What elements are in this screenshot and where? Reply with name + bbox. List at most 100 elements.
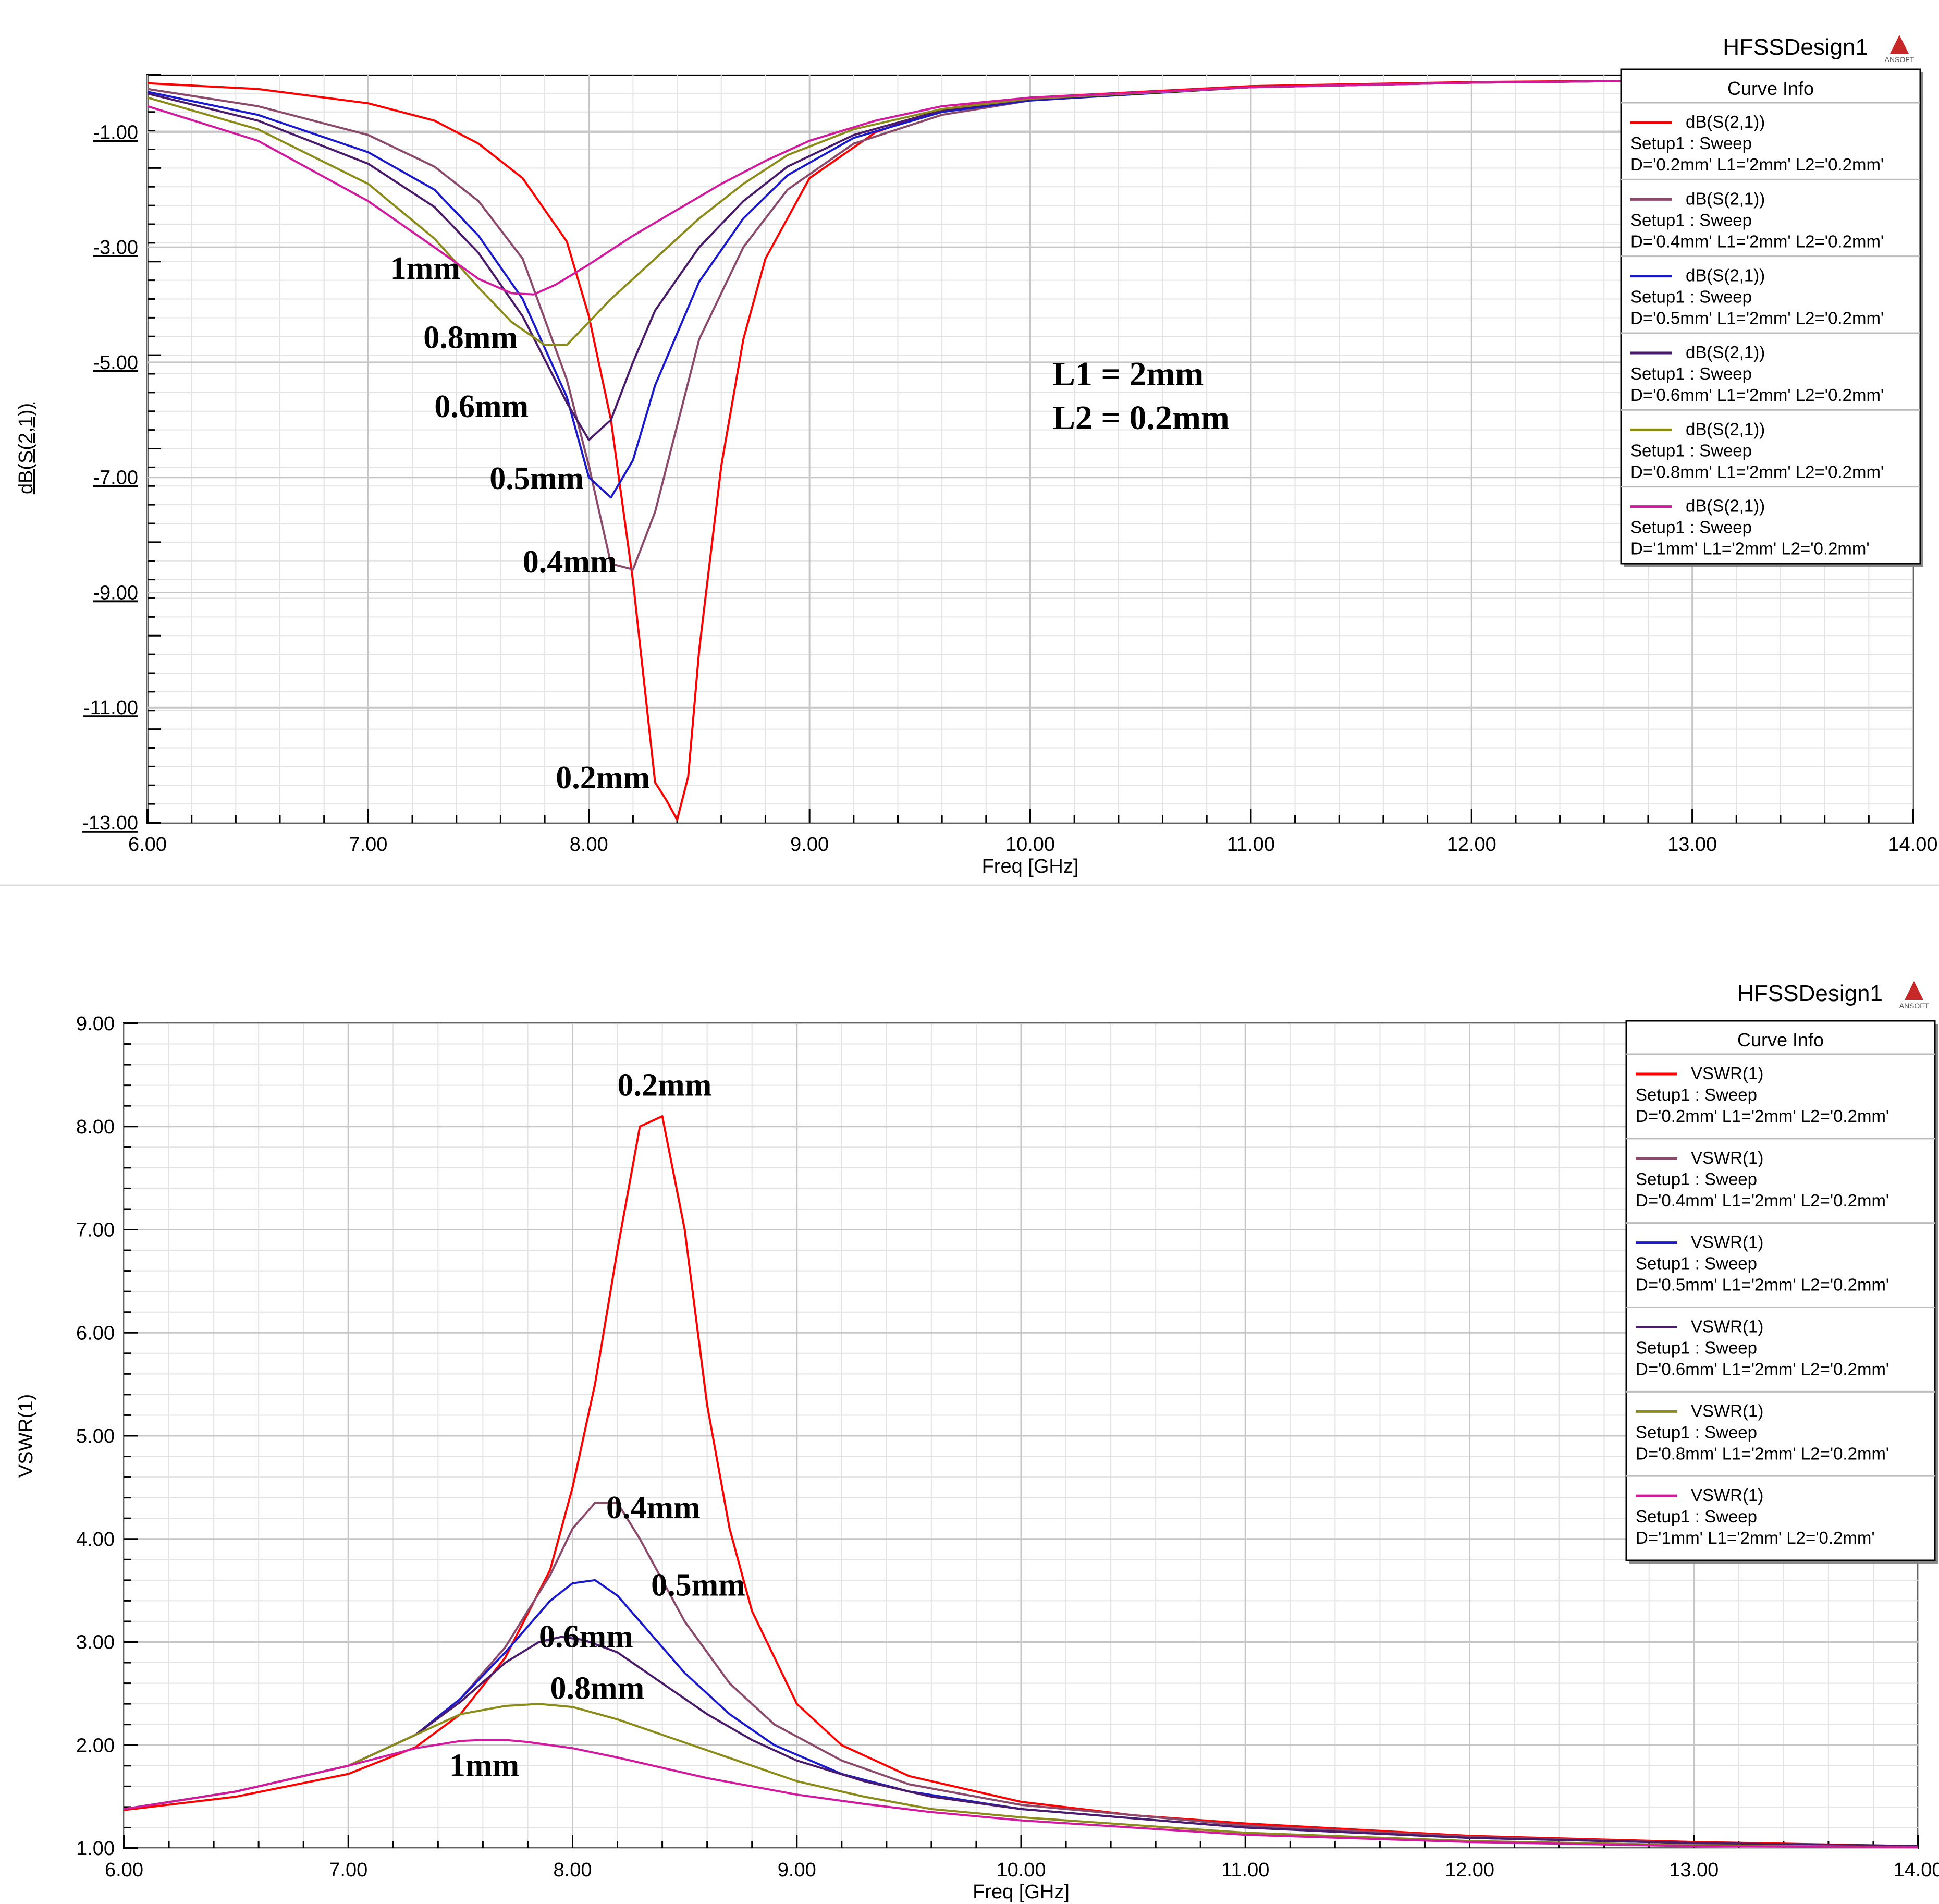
logo-triangle (1890, 35, 1909, 54)
legend-setup: Setup1 : Sweep (1636, 1254, 1757, 1273)
legend-entry: VSWR(1) Setup1 : Sweep D='0.8mm' L1='2mm' … (1626, 1401, 1935, 1477)
legend-series-name: VSWR(1) (1691, 1485, 1763, 1505)
x-tick-label: 12.00 (1447, 834, 1496, 856)
legend-series-name: VSWR(1) (1691, 1401, 1763, 1420)
logo-triangle (1905, 981, 1923, 1000)
legend-series-name: dB(S(2,1)) (1686, 419, 1765, 438)
y-tick-label: 7.00 (76, 1219, 115, 1241)
legend-params: D='1mm' L1='2mm' L2='0.2mm' (1630, 539, 1870, 558)
legend-setup: Setup1 : Sweep (1636, 1338, 1757, 1358)
legend-series-name: VSWR(1) (1691, 1232, 1763, 1252)
curves (147, 78, 1913, 821)
x-tick-label: 14.00 (1888, 834, 1937, 856)
curve-label: 0.4mm (606, 1490, 701, 1525)
x-tick-label: 12.00 (1445, 1859, 1494, 1881)
curve-label: 0.8mm (423, 320, 518, 355)
x-tick-label: 7.00 (329, 1859, 367, 1881)
legend-series-name: dB(S(2,1)) (1686, 266, 1765, 285)
legend-setup: Setup1 : Sweep (1630, 210, 1752, 229)
curve-label: 0.6mm (434, 389, 529, 424)
curve-label: 0.4mm (523, 544, 617, 580)
x-axis-label: Freq [GHz] (982, 856, 1079, 877)
legend-params: D='1mm' L1='2mm' L2='0.2mm' (1636, 1528, 1875, 1547)
ansoft-logo-icon: ANSOFT (1899, 981, 1929, 1010)
legend-series-name: dB(S(2,1)) (1686, 112, 1765, 131)
y-tick-label: -13.00 (82, 812, 138, 834)
legend-setup: Setup1 : Sweep (1630, 133, 1752, 153)
curve-label: 1mm (449, 1748, 519, 1784)
legend-setup: Setup1 : Sweep (1636, 1422, 1757, 1442)
legend-entry: VSWR(1) Setup1 : Sweep D='1mm' L1='2mm' L2… (1636, 1485, 1875, 1547)
legend-params: D='0.4mm' L1='2mm' L2='0.2mm' (1630, 231, 1884, 251)
y-tick-label: 4.00 (76, 1529, 115, 1551)
logo-text: ANSOFT (1899, 1002, 1929, 1010)
ansoft-logo-icon: ANSOFT (1885, 35, 1915, 64)
y-tick-label: -7.00 (93, 467, 138, 489)
y-tick-label: -3.00 (93, 237, 138, 259)
legend-entry: dB(S(2,1)) Setup1 : Sweep D='0.6mm' L1='2m… (1621, 343, 1920, 411)
x-tick-label: 9.00 (790, 834, 829, 856)
legend-entry: VSWR(1) Setup1 : Sweep D='0.2mm' L1='2mm' … (1626, 1064, 1935, 1140)
s21-chart: 6.00 7.00 8.00 9.00 10.00 11.00 12.00 13.00 14.0… (15, 34, 1938, 877)
legend-entry: VSWR(1) Setup1 : Sweep D='0.5mm' L1='2mm' … (1626, 1232, 1935, 1308)
legend-box (1625, 1020, 1936, 1561)
y-tick-label: 5.00 (76, 1425, 115, 1447)
y-tick-label: 9.00 (76, 1013, 115, 1035)
legend-params: D='0.6mm' L1='2mm' L2='0.2mm' (1630, 385, 1884, 405)
legend-setup: Setup1 : Sweep (1630, 518, 1752, 537)
legend-series-name: dB(S(2,1)) (1686, 496, 1765, 516)
x-tick-label: 10.00 (996, 1859, 1046, 1881)
x-tick-label: 10.00 (1005, 834, 1055, 856)
x-tick-label: 11.00 (1221, 1859, 1269, 1881)
design-title: HFSSDesign1 (1737, 981, 1883, 1006)
legend-params: D='0.6mm' L1='2mm' L2='0.2mm' (1636, 1360, 1889, 1379)
legend-entry: dB(S(2,1)) Setup1 : Sweep D='0.8mm' L1='2m… (1621, 419, 1920, 488)
y-tick-label: 8.00 (76, 1116, 115, 1138)
x-tick-label: 13.00 (1667, 834, 1717, 856)
series-line-6 (147, 78, 1913, 296)
x-tick-label: 9.00 (778, 1859, 816, 1881)
legend-params: D='0.8mm' L1='2mm' L2='0.2mm' (1630, 462, 1884, 481)
legend-series-name: dB(S(2,1)) (1686, 343, 1765, 362)
logo-text: ANSOFT (1885, 55, 1915, 64)
legend-params: D='0.5mm' L1='2mm' L2='0.2mm' (1636, 1275, 1889, 1295)
legend-entry: dB(S(2,1)) Setup1 : Sweep D='0.2mm' L1='2m… (1621, 112, 1920, 180)
legend: Curve Info dB(S(2,1)) Setup1 : Sweep D='0.2… (1620, 68, 1923, 567)
legend-setup: Setup1 : Sweep (1630, 364, 1752, 383)
y-tick-label: 1.00 (76, 1838, 115, 1860)
legend-entry: dB(S(2,1)) Setup1 : Sweep D='0.4mm' L1='2m… (1621, 189, 1920, 258)
curves (124, 1115, 1919, 1848)
x-tick-label: 6.00 (105, 1859, 143, 1881)
legend-entry: dB(S(2,1)) Setup1 : Sweep D='0.5mm' L1='2m… (1621, 266, 1920, 334)
x-axis-label: Freq [GHz] (973, 1881, 1070, 1903)
x-tick-label: 8.00 (570, 834, 608, 856)
legend-params: D='0.4mm' L1='2mm' L2='0.2mm' (1636, 1191, 1889, 1210)
legend-setup: Setup1 : Sweep (1636, 1507, 1757, 1526)
legend-params: D='0.5mm' L1='2mm' L2='0.2mm' (1630, 309, 1884, 328)
curve-label: 0.2mm (556, 760, 650, 796)
annotation-text: L1 = 2mm (1052, 355, 1204, 393)
x-tick-label: 14.00 (1893, 1859, 1939, 1881)
legend-box (1620, 68, 1921, 565)
legend-title: Curve Info (1737, 1029, 1824, 1051)
y-tick-label: -11.00 (83, 697, 138, 719)
legend-params: D='0.2mm' L1='2mm' L2='0.2mm' (1636, 1106, 1889, 1126)
x-tick-label: 6.00 (128, 834, 167, 856)
legend-entry: VSWR(1) Setup1 : Sweep D='0.4mm' L1='2mm' … (1626, 1148, 1935, 1224)
curve-label: 0.2mm (618, 1067, 712, 1103)
y-axis-label: VSWR(1) (15, 1394, 37, 1478)
curve-label: 1mm (390, 251, 460, 286)
legend-setup: Setup1 : Sweep (1630, 287, 1752, 307)
legend-entry: VSWR(1) Setup1 : Sweep D='0.6mm' L1='2mm' … (1626, 1317, 1935, 1393)
y-tick-label: 3.00 (76, 1632, 115, 1654)
x-tick-label: 7.00 (349, 834, 387, 856)
legend-series-name: dB(S(2,1)) (1686, 189, 1765, 208)
y-tick-label: 6.00 (76, 1322, 115, 1344)
curve-label: 0.5mm (489, 461, 584, 496)
legend-series-name: VSWR(1) (1691, 1317, 1763, 1336)
legend-series-name: VSWR(1) (1691, 1148, 1763, 1167)
curve-label: 0.6mm (539, 1619, 633, 1654)
legend-setup: Setup1 : Sweep (1636, 1169, 1757, 1189)
y-tick-label: -9.00 (93, 582, 138, 604)
